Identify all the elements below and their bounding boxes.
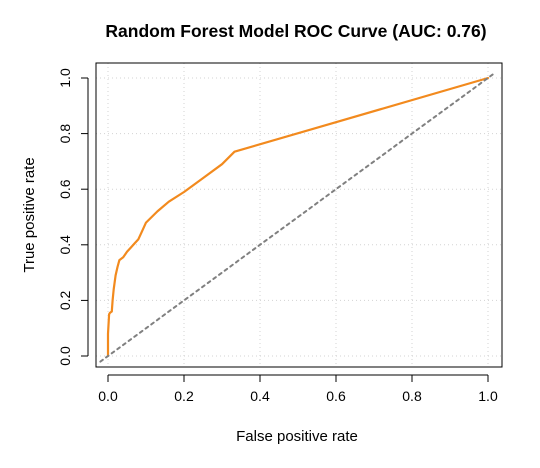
chart-title: Random Forest Model ROC Curve (AUC: 0.76… bbox=[105, 21, 486, 41]
x-tick-label-2: 0.4 bbox=[250, 388, 270, 404]
series-layer bbox=[99, 71, 497, 363]
plot-area bbox=[95, 62, 503, 368]
roc-curve bbox=[106, 76, 490, 358]
y-tick-label-1: 0.2 bbox=[57, 290, 73, 310]
grid bbox=[96, 63, 502, 367]
diagonal-reference-line bbox=[99, 71, 497, 363]
y-tick-label-3: 0.6 bbox=[57, 179, 73, 199]
y-axis-label: True positive rate bbox=[21, 157, 38, 272]
y-tick-label-2: 0.4 bbox=[57, 235, 73, 255]
x-tick-label-1: 0.2 bbox=[174, 388, 194, 404]
x-tick-label-3: 0.6 bbox=[326, 388, 346, 404]
x-axis-label: False positive rate bbox=[236, 428, 358, 445]
x-axis-ticks: 0.0 0.2 0.4 0.6 0.8 1.0 bbox=[98, 375, 498, 404]
y-tick-label-5: 1.0 bbox=[57, 68, 73, 88]
y-tick-label-4: 0.8 bbox=[57, 124, 73, 144]
x-tick-label-5: 1.0 bbox=[478, 388, 498, 404]
y-tick-label-0: 0.0 bbox=[57, 346, 73, 366]
x-tick-label-0: 0.0 bbox=[98, 388, 118, 404]
x-tick-label-4: 0.8 bbox=[402, 388, 422, 404]
y-axis-ticks: 0.0 0.2 0.4 0.6 0.8 1.0 bbox=[57, 68, 88, 366]
